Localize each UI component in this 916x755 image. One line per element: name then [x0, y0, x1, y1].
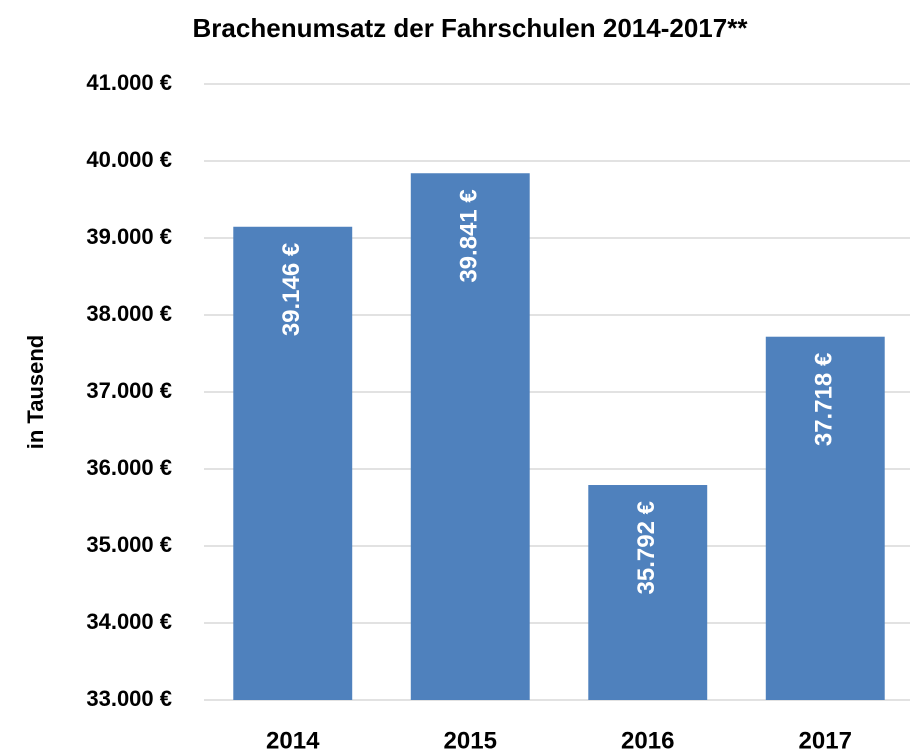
value-label: 39.841 € — [456, 189, 483, 282]
value-label: 35.792 € — [633, 501, 660, 594]
y-tick-label: 34.000 € — [86, 609, 172, 634]
bar — [410, 173, 530, 701]
x-tick-label: 2014 — [266, 727, 320, 754]
y-axis-label: in Tausend — [23, 335, 48, 450]
chart-title: Brachenumsatz der Fahrschulen 2014-2017*… — [193, 13, 749, 43]
y-tick-label: 37.000 € — [86, 378, 172, 403]
bar — [588, 485, 708, 700]
y-tick-label: 36.000 € — [86, 455, 172, 480]
bar — [233, 226, 353, 700]
value-label: 39.146 € — [278, 243, 305, 336]
y-tick-label: 33.000 € — [86, 686, 172, 711]
y-tick-label: 40.000 € — [86, 147, 172, 172]
x-tick-label: 2017 — [799, 727, 852, 754]
y-tick-label: 38.000 € — [86, 301, 172, 326]
x-tick-label: 2015 — [444, 727, 497, 754]
y-tick-label: 35.000 € — [86, 532, 172, 557]
x-tick-label: 2016 — [621, 727, 674, 754]
value-label: 37.718 € — [811, 353, 838, 446]
bar — [765, 336, 885, 700]
y-tick-label: 41.000 € — [86, 70, 172, 95]
y-tick-label: 39.000 € — [86, 224, 172, 249]
